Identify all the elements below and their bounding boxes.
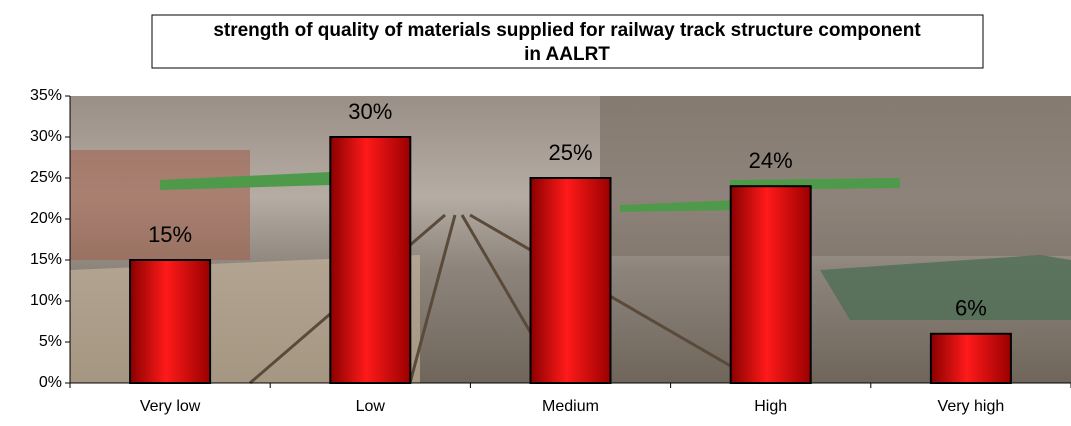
- x-tick-label: Very low: [140, 398, 201, 415]
- x-tick-label: Low: [356, 398, 386, 415]
- y-tick-label: 5%: [39, 333, 62, 350]
- data-label: 15%: [148, 222, 192, 247]
- x-tick-label: High: [754, 398, 787, 415]
- bar: [729, 185, 812, 384]
- y-tick-label: 0%: [39, 374, 62, 391]
- y-tick-label: 25%: [30, 169, 62, 186]
- bar: [529, 177, 612, 384]
- y-tick-label: 15%: [30, 251, 62, 268]
- y-tick-label: 10%: [30, 292, 62, 309]
- y-tick-label: 35%: [30, 87, 62, 104]
- y-tick-label: 30%: [30, 128, 62, 145]
- data-label: 24%: [749, 148, 793, 173]
- title-box: [151, 14, 984, 69]
- data-label: 25%: [548, 140, 592, 165]
- chart-title: strength of quality of materials supplie…: [213, 20, 921, 65]
- y-tick-label: 20%: [30, 210, 62, 227]
- data-label: 30%: [348, 99, 392, 124]
- data-label: 6%: [955, 296, 987, 321]
- x-tick-label: Medium: [542, 398, 599, 415]
- bar: [129, 259, 212, 384]
- bar: [929, 332, 1012, 384]
- x-tick-label: Very high: [938, 398, 1005, 415]
- bar: [329, 136, 412, 384]
